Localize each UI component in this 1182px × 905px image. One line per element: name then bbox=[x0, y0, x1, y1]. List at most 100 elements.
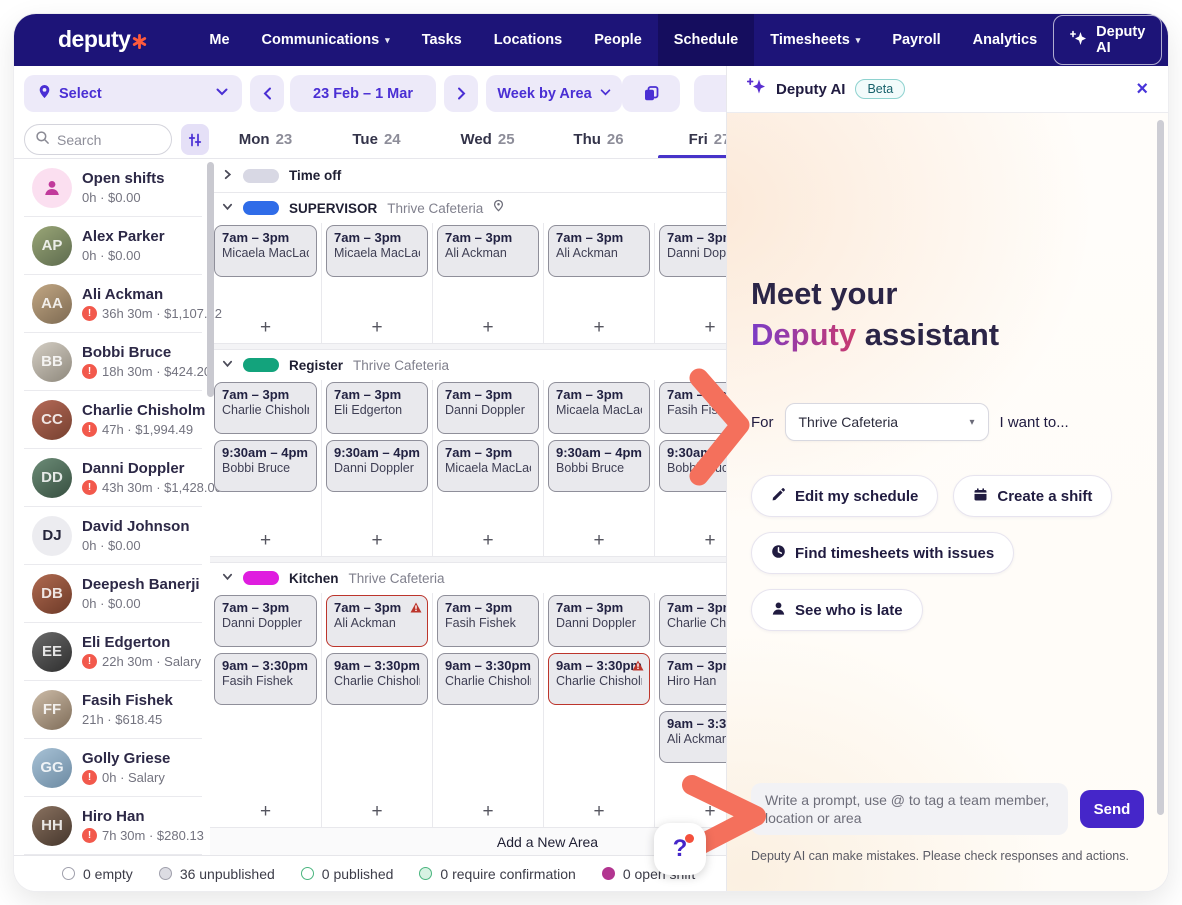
day-header-thu-26[interactable]: Thu 26 bbox=[543, 121, 654, 158]
shift-card[interactable]: 7am – 3pm Eli Edgerton bbox=[326, 382, 428, 434]
shift-card[interactable]: 9am – 3:30pm Charlie Chisholm bbox=[548, 653, 650, 705]
deputy-ai-panel: Deputy AI Beta × Meet your Deputy assist… bbox=[726, 66, 1168, 891]
employee-row-eli-edgerton[interactable]: EE Eli Edgerton! 22h 30m · Salary bbox=[24, 623, 202, 681]
employee-info: Fasih Fishek 21h · $618.45 bbox=[82, 692, 173, 727]
add-shift-button[interactable]: + bbox=[593, 530, 605, 551]
nav-item-tasks[interactable]: Tasks bbox=[406, 14, 478, 66]
nav-item-communications[interactable]: Communications ▾ bbox=[246, 14, 406, 66]
copy-schedule-button[interactable] bbox=[622, 75, 680, 112]
shift-card[interactable]: 9am – 3:30pm Charlie Chisholm bbox=[437, 653, 539, 705]
add-shift-button[interactable]: + bbox=[371, 317, 383, 338]
shift-card[interactable]: 9am – 3:30pmAli Ackman bbox=[659, 711, 726, 763]
send-button[interactable]: Send bbox=[1080, 790, 1144, 828]
shift-card[interactable]: 7am – 3pm Ali Ackman bbox=[437, 225, 539, 277]
ai-action-create-a-shift[interactable]: Create a shift bbox=[953, 475, 1113, 517]
add-shift-button[interactable]: + bbox=[482, 317, 494, 338]
add-shift-button[interactable]: + bbox=[704, 530, 716, 551]
employee-row-golly-griese[interactable]: GG Golly Griese! 0h · Salary bbox=[24, 739, 202, 797]
shift-card[interactable]: 9am – 3:30pm Charlie Chisholm bbox=[326, 653, 428, 705]
add-shift-button[interactable]: + bbox=[593, 801, 605, 822]
nav-item-locations[interactable]: Locations bbox=[478, 14, 578, 66]
shift-card[interactable]: 7am – 3pm Ali Ackman bbox=[548, 225, 650, 277]
nav-item-schedule[interactable]: Schedule bbox=[657, 14, 755, 66]
add-shift-button[interactable]: + bbox=[259, 317, 272, 338]
add-new-area-button[interactable]: Add a New Area bbox=[210, 827, 726, 855]
prev-week-button[interactable] bbox=[250, 75, 284, 112]
ai-action-edit-my-schedule[interactable]: Edit my schedule bbox=[751, 475, 939, 517]
deputy-logo[interactable]: deputy bbox=[58, 26, 147, 55]
toolbar-extra-button[interactable] bbox=[694, 75, 726, 112]
nav-item-people[interactable]: People bbox=[578, 14, 658, 66]
add-shift-button[interactable]: + bbox=[371, 801, 383, 822]
ai-location-dropdown[interactable]: Thrive Cafeteria ▾ bbox=[784, 403, 989, 441]
employee-row-hiro-han[interactable]: HH Hiro Han! 7h 30m · $280.13 bbox=[24, 797, 204, 855]
employee-row-danni-doppler[interactable]: DD Danni Doppler! 43h 30m · $1,428.00 bbox=[24, 449, 222, 507]
view-mode-select[interactable]: Week by Area bbox=[486, 75, 622, 112]
employee-row-ali-ackman[interactable]: AA Ali Ackman! 36h 30m · $1,107.22 bbox=[24, 275, 222, 333]
ai-action-find-timesheets-with-issues[interactable]: Find timesheets with issues bbox=[751, 532, 1015, 574]
day-header-tue-24[interactable]: Tue 24 bbox=[321, 121, 432, 158]
employee-row-alex-parker[interactable]: AP Alex Parker 0h · $0.00 bbox=[24, 217, 202, 275]
section-body-register: 7am – 3pm Charlie Chisholm 9:30am – 4pm Bob… bbox=[210, 380, 726, 556]
chevron-down-icon bbox=[216, 88, 228, 99]
employee-stats: 0h · $0.00 bbox=[82, 248, 165, 263]
add-shift-button[interactable]: + bbox=[482, 801, 494, 822]
day-header-mon-23[interactable]: Mon 23 bbox=[210, 121, 321, 158]
add-shift-button[interactable]: + bbox=[593, 317, 605, 338]
add-shift-button[interactable]: + bbox=[371, 530, 383, 551]
nav-item-timesheets[interactable]: Timesheets ▾ bbox=[754, 14, 876, 66]
map-pin-icon bbox=[38, 84, 51, 103]
nav-item-analytics[interactable]: Analytics bbox=[957, 14, 1053, 66]
day-header-wed-25[interactable]: Wed 25 bbox=[432, 121, 543, 158]
ai-action-see-who-is-late[interactable]: See who is late bbox=[751, 589, 923, 631]
date-range-button[interactable]: 23 Feb – 1 Mar bbox=[290, 75, 436, 112]
next-week-button[interactable] bbox=[444, 75, 478, 112]
location-select[interactable]: Select bbox=[24, 75, 242, 112]
warning-icon: ! bbox=[82, 654, 97, 669]
day-header-fri-27[interactable]: Fri 27 bbox=[654, 121, 726, 158]
shift-card[interactable]: 7am – 3pm Ali Ackman bbox=[326, 595, 428, 647]
nav-item-me[interactable]: Me bbox=[193, 14, 245, 66]
employee-row-bobbi-bruce[interactable]: BB Bobbi Bruce! 18h 30m · $424.20 bbox=[24, 333, 211, 391]
section-header-supervisor[interactable]: SUPERVISOR Thrive Cafeteria bbox=[210, 193, 726, 223]
add-shift-button[interactable]: + bbox=[704, 317, 716, 338]
deputy-ai-nav-button[interactable]: Deputy AI bbox=[1053, 15, 1163, 65]
add-shift-button[interactable]: + bbox=[259, 801, 272, 822]
add-shift-button[interactable]: + bbox=[482, 530, 494, 551]
filter-icon[interactable] bbox=[181, 124, 209, 155]
prompt-input[interactable]: Write a prompt, use @ to tag a team memb… bbox=[751, 783, 1068, 835]
close-icon[interactable]: × bbox=[1136, 78, 1148, 100]
add-shift-button[interactable]: + bbox=[259, 530, 272, 551]
employee-row-david-johnson[interactable]: DJ David Johnson 0h · $0.00 bbox=[24, 507, 202, 565]
employee-row-open-shifts[interactable]: Open shifts 0h · $0.00 bbox=[24, 159, 202, 217]
section-header-register[interactable]: Register Thrive Cafeteria bbox=[210, 350, 726, 380]
help-button[interactable]: ? bbox=[654, 823, 706, 875]
employee-row-fasih-fishek[interactable]: FF Fasih Fishek 21h · $618.45 bbox=[24, 681, 202, 739]
sidebar-scrollbar[interactable] bbox=[207, 162, 214, 397]
ai-panel-scrollbar[interactable] bbox=[1157, 120, 1164, 815]
employee-row-deepesh-banerji[interactable]: DB Deepesh Banerji 0h · $0.00 bbox=[24, 565, 202, 623]
shift-card[interactable]: 9:30am – 4pm Danni Doppler bbox=[326, 440, 428, 492]
section-header-kitchen[interactable]: Kitchen Thrive Cafeteria bbox=[210, 563, 726, 593]
time-off-section-header[interactable]: Time off bbox=[210, 159, 726, 193]
nav-item-payroll[interactable]: Payroll bbox=[876, 14, 956, 66]
employee-row-charlie-chisholm[interactable]: CC Charlie Chisholm! 47h · $1,994.49 bbox=[24, 391, 205, 449]
shift-card[interactable]: 7am – 3pmHiro Han bbox=[659, 653, 726, 705]
search-input[interactable] bbox=[57, 131, 157, 148]
shift-card[interactable]: 9am – 3:30pm Fasih Fishek bbox=[214, 653, 317, 705]
